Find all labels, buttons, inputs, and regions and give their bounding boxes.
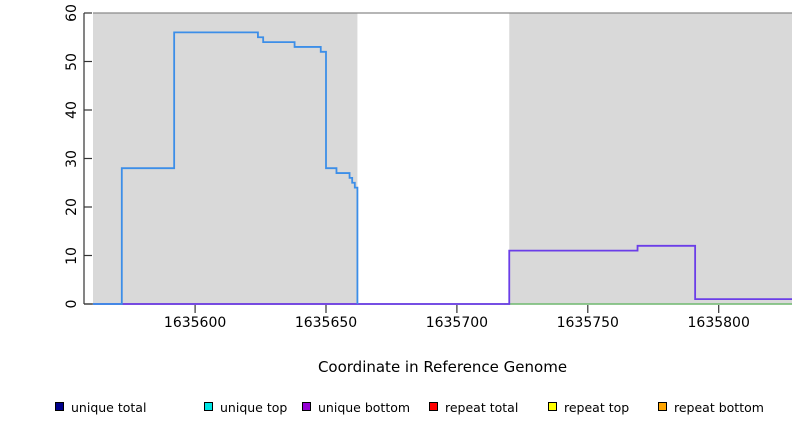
legend-swatch bbox=[548, 402, 557, 411]
legend-label: repeat total bbox=[445, 399, 519, 415]
unique-total-line bbox=[93, 31, 359, 305]
x-tick-label: 1635600 bbox=[163, 315, 227, 331]
legend-label: unique top bbox=[220, 399, 288, 415]
legend-label: repeat top bbox=[564, 399, 630, 415]
legend-swatch bbox=[204, 402, 213, 411]
legend-swatch bbox=[429, 402, 438, 411]
legend-item: unique top bbox=[204, 398, 287, 416]
legend-swatch bbox=[302, 402, 311, 411]
x-tick-label: 1635800 bbox=[687, 315, 750, 331]
y-tick-label: 50 bbox=[64, 52, 80, 71]
y-tick-label: 60 bbox=[64, 4, 80, 22]
y-tick-label: 10 bbox=[64, 246, 80, 265]
y-tick-label: 30 bbox=[64, 149, 80, 168]
legend-swatch bbox=[658, 402, 667, 411]
legend-item: repeat total bbox=[429, 398, 518, 416]
x-tick-label: 1635750 bbox=[556, 315, 619, 331]
y-tick-label: 40 bbox=[64, 101, 80, 119]
x-tick-label: 1635650 bbox=[294, 315, 358, 331]
chart-legend: unique total unique top unique bottom repea… bbox=[0, 398, 792, 420]
shaded-region bbox=[509, 13, 792, 304]
x-axis-label: Coordinate in Reference Genome bbox=[317, 358, 568, 376]
legend-item: unique total bbox=[55, 398, 146, 416]
legend-item: repeat bottom bbox=[658, 398, 764, 416]
shaded-region bbox=[93, 13, 358, 304]
legend-label: repeat bottom bbox=[674, 399, 764, 415]
unique-bottom-line bbox=[93, 244, 792, 305]
legend-item: repeat top bbox=[548, 398, 629, 416]
legend-item: unique bottom bbox=[302, 398, 410, 416]
legend-swatch bbox=[55, 402, 64, 411]
y-tick-label: 0 bbox=[64, 299, 80, 309]
y-tick-label: 20 bbox=[64, 198, 80, 216]
x-tick-label: 1635700 bbox=[425, 315, 489, 331]
legend-label: unique bottom bbox=[318, 399, 411, 415]
legend-label: unique total bbox=[71, 399, 147, 415]
